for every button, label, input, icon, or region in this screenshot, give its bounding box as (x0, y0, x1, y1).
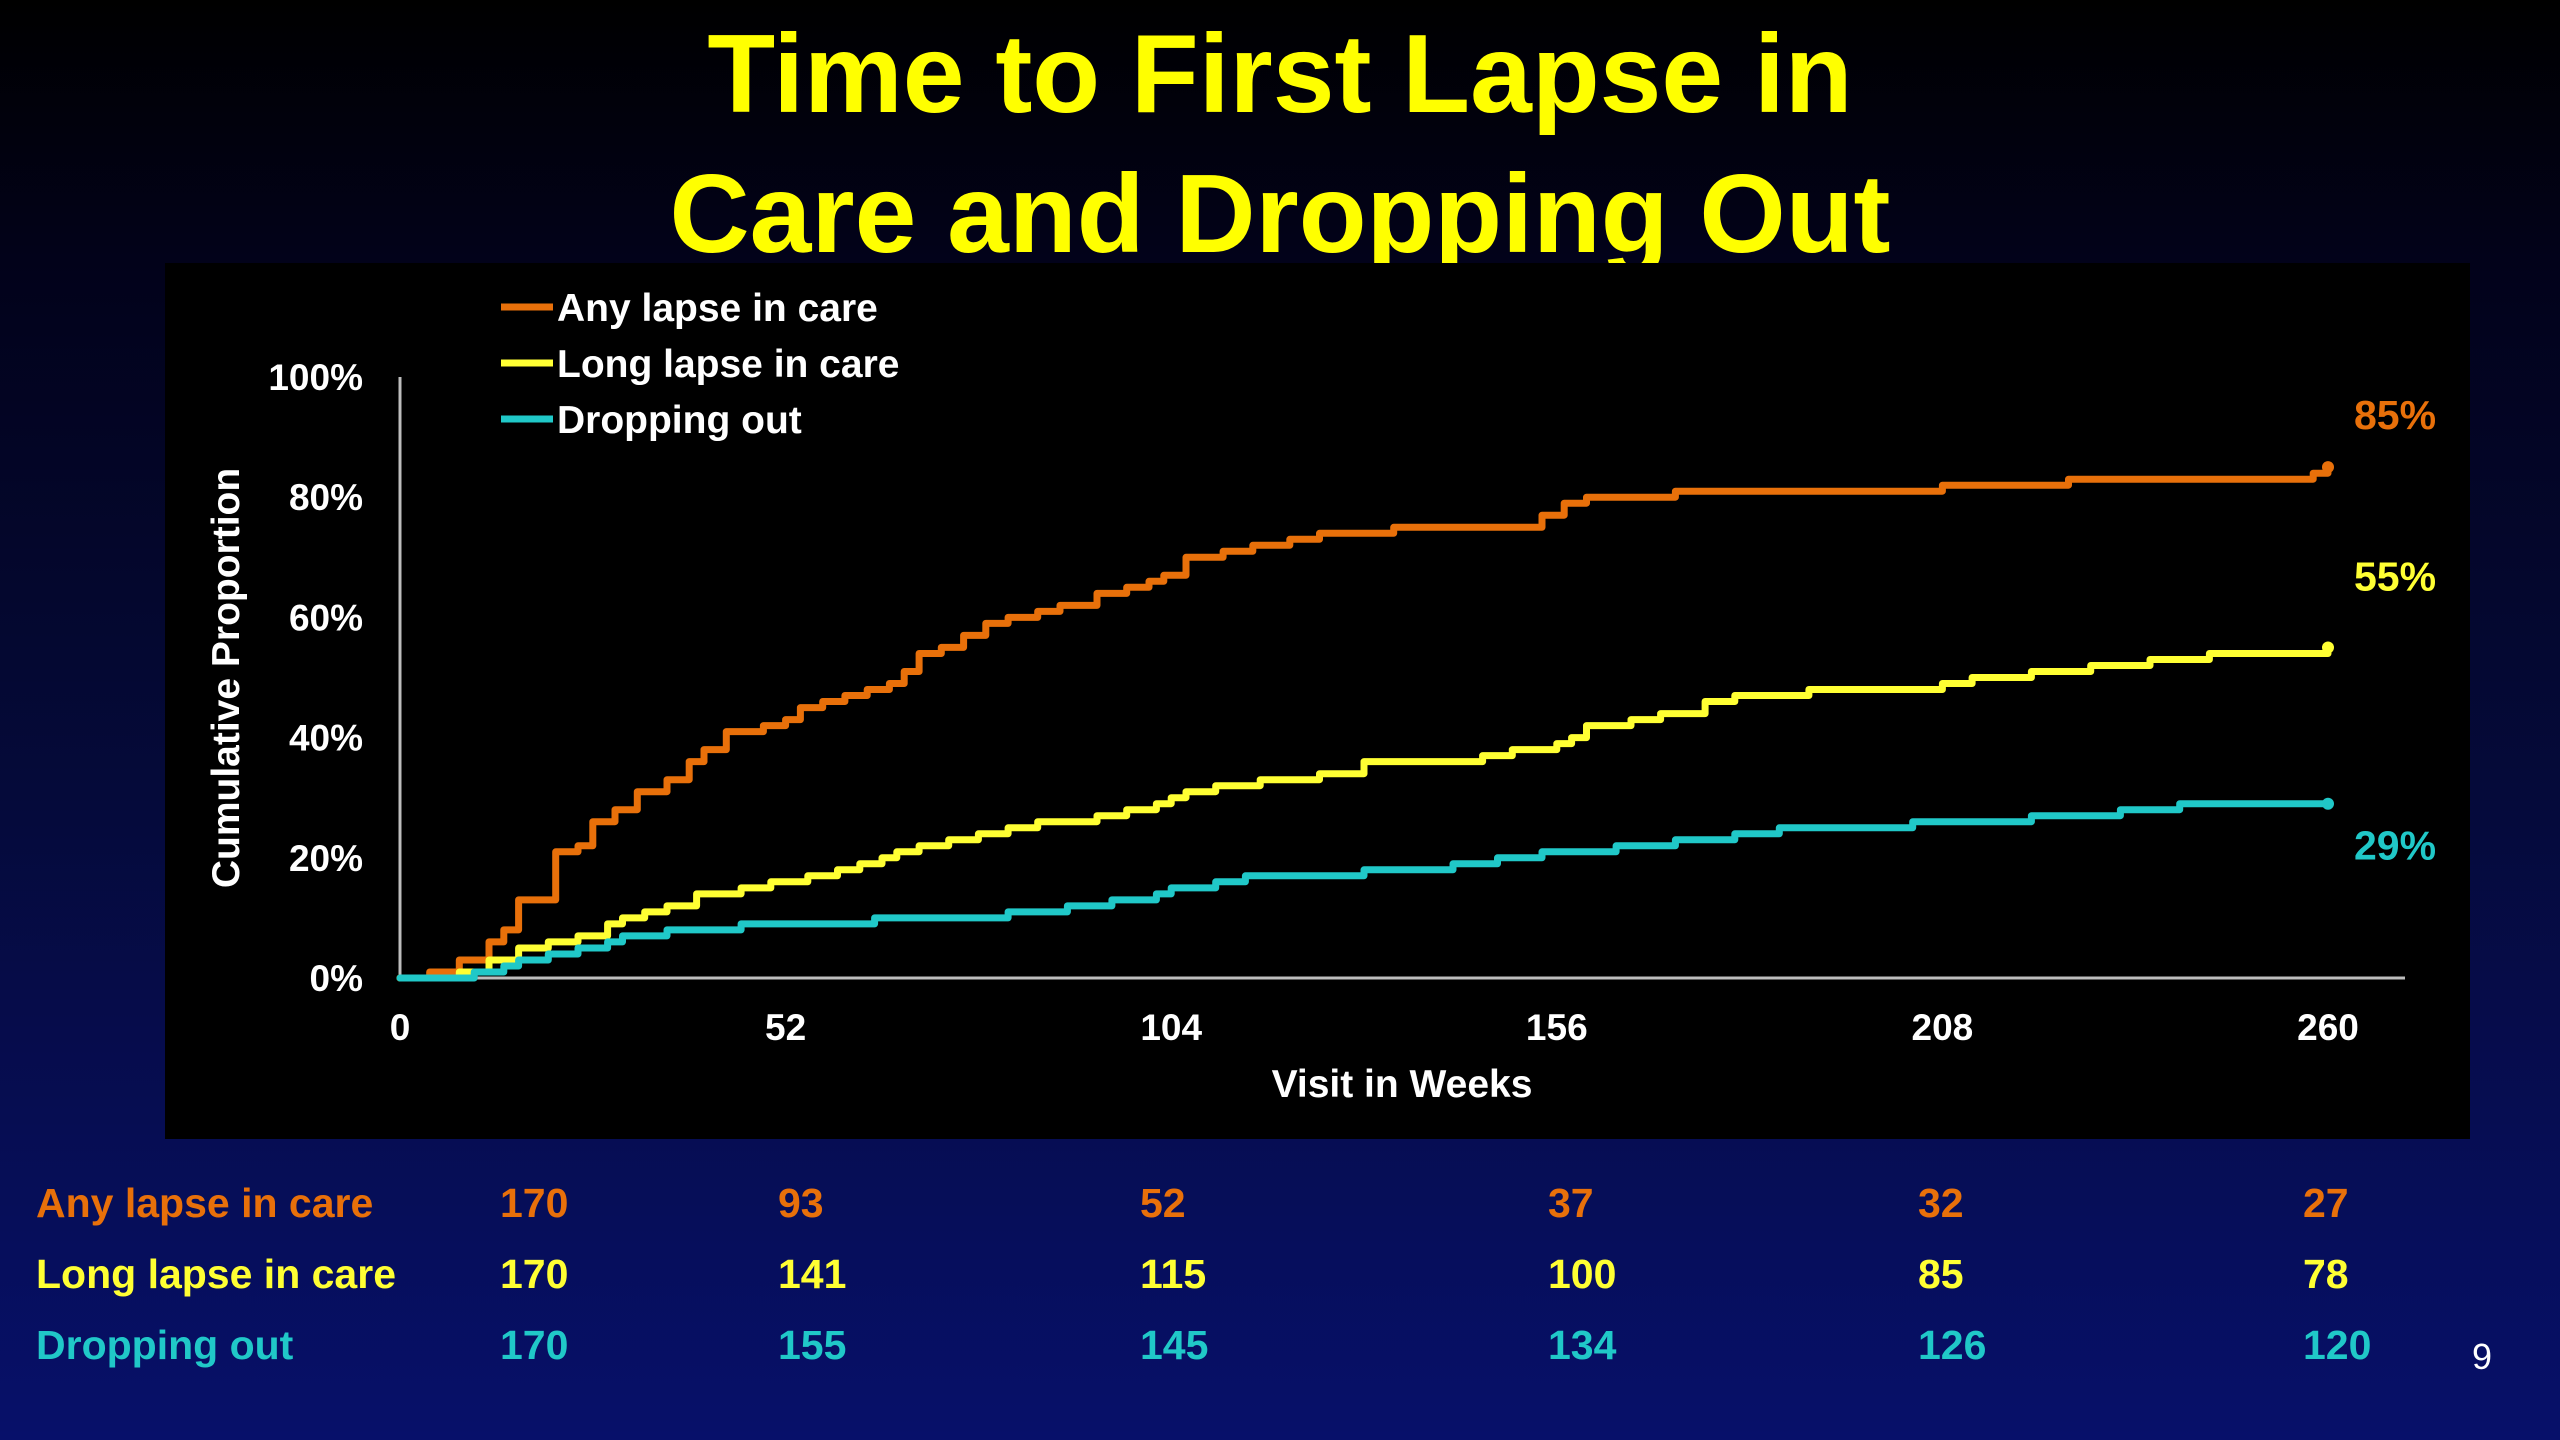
risk-table-cell: 78 (2303, 1251, 2349, 1297)
slide-number: 9 (2472, 1336, 2493, 1377)
risk-table-cell: 141 (778, 1251, 847, 1297)
series-line (396, 643, 2332, 982)
y-tick-label: 0% (310, 958, 363, 999)
slide-title: Time to First Lapse in Care and Dropping… (0, 4, 2560, 284)
series-3: 29% (396, 797, 2436, 982)
slide-title-line-2: Care and Dropping Out (669, 152, 1891, 276)
cumulative-proportion-chart: 0% 20% 40% 60% 80% 100% 0 52 104 156 208 260 Visit i… (205, 287, 2436, 1106)
risk-table-cell: 170 (500, 1180, 569, 1226)
y-axis-title: Cumulative Proportion (205, 468, 248, 888)
risk-table-cell: 134 (1548, 1322, 1617, 1368)
chart-panel: 0% 20% 40% 60% 80% 100% 0 52 104 156 208 260 Visit i… (165, 263, 2470, 1139)
risk-table-cell: 170 (500, 1251, 569, 1297)
y-tick-label: 20% (289, 838, 363, 879)
y-tick-label: 100% (268, 357, 363, 398)
series-line (396, 463, 2332, 982)
risk-table-row-label: Any lapse in care (36, 1180, 374, 1226)
slide-title-line-1: Time to First Lapse in (707, 12, 1853, 136)
risk-table-cell: 52 (1140, 1180, 1186, 1226)
x-tick-label: 260 (2297, 1007, 2359, 1048)
series-end-point (2322, 641, 2334, 654)
risk-table-cell: 32 (1918, 1180, 1964, 1226)
risk-table-cell: 27 (2303, 1180, 2349, 1226)
risk-table-cell: 155 (778, 1322, 847, 1368)
risk-table-row-label: Long lapse in care (36, 1251, 396, 1297)
risk-table-row: Any lapse in care 170 93 52 37 32 27 (0, 1180, 2560, 1240)
y-tick-label: 40% (289, 718, 363, 759)
series-1: 85% (396, 392, 2436, 982)
legend-label: Any lapse in care (557, 287, 878, 330)
risk-table-cell: 100 (1548, 1251, 1617, 1297)
risk-table-cell: 37 (1548, 1180, 1594, 1226)
risk-table-row-label: Dropping out (36, 1322, 294, 1368)
x-tick-label: 104 (1140, 1007, 1202, 1048)
x-tick-label: 52 (765, 1007, 806, 1048)
series-2: 55% (396, 553, 2436, 982)
legend-label: Long lapse in care (557, 343, 899, 386)
series-end-point (2322, 797, 2334, 810)
y-tick-label: 60% (289, 597, 363, 638)
risk-table-cell: 170 (500, 1322, 569, 1368)
risk-table-cell: 120 (2303, 1322, 2372, 1368)
risk-table-cell: 115 (1140, 1251, 1207, 1297)
risk-table-cell: 145 (1140, 1322, 1209, 1368)
risk-table-cell: 85 (1918, 1251, 1964, 1297)
risk-table-cell: 93 (778, 1180, 824, 1226)
x-tick-label: 208 (1912, 1007, 1974, 1048)
x-tick-label: 156 (1526, 1007, 1588, 1048)
series-end-label: 29% (2354, 823, 2436, 869)
risk-table-row: Long lapse in care 170 141 115 100 85 78 (0, 1251, 2560, 1311)
legend-label: Dropping out (557, 399, 802, 442)
risk-table-row: Dropping out 170 155 145 134 126 120 (0, 1322, 2560, 1382)
x-tick-label: 0 (390, 1007, 411, 1048)
series-line (396, 800, 2332, 982)
number-at-risk-table: Any lapse in care 170 93 52 37 32 27 Long lapse… (0, 1180, 2560, 1400)
series-end-point (2322, 461, 2334, 474)
series-end-label: 85% (2354, 392, 2436, 438)
series-end-label: 55% (2354, 553, 2436, 599)
risk-table-cell: 126 (1918, 1322, 1987, 1368)
legend: Any lapse in care Long lapse in care Dropp… (501, 287, 899, 442)
x-axis-title: Visit in Weeks (1272, 1063, 1533, 1106)
y-tick-label: 80% (289, 477, 363, 518)
